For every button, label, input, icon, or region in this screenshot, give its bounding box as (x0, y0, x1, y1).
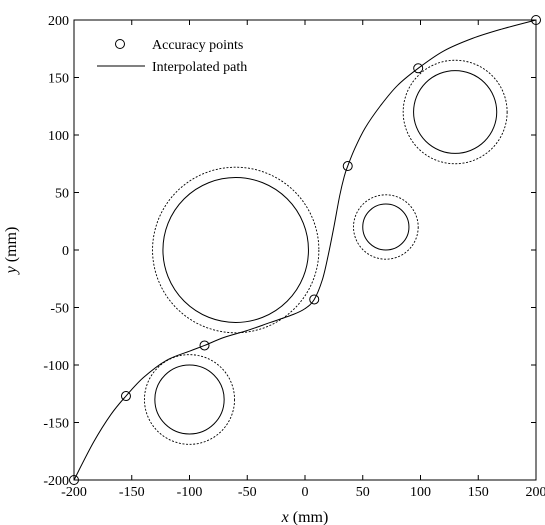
x-tick-label: -150 (119, 485, 145, 500)
x-tick-label: 200 (526, 485, 545, 500)
x-tick-label: -200 (61, 485, 87, 500)
plot-frame (73, 19, 537, 481)
y-tick-label: 200 (48, 14, 69, 29)
x-axis-ticks: -200 -150 -100 -50 0 50 100 150 200 (61, 20, 545, 500)
x-axis-label-unit: (mm) (289, 509, 329, 525)
legend: Accuracy points Interpolated path (97, 38, 247, 75)
x-axis-label: x (mm) (281, 509, 329, 525)
y-tick-label: 150 (48, 72, 69, 87)
accuracy-point (309, 294, 320, 305)
legend-label-accuracy: Accuracy points (152, 38, 243, 53)
y-tick-label: -150 (43, 417, 69, 432)
accuracy-point (342, 161, 353, 172)
y-axis-label-unit: (mm) (3, 227, 20, 267)
y-axis-ticks: -200 -150 -100 -50 0 50 100 150 200 (43, 14, 536, 489)
obstacle-circle (154, 364, 225, 435)
y-axis-label-var: y (3, 265, 20, 275)
legend-label-path: Interpolated path (152, 60, 247, 75)
obstacle-clearance-circle (144, 354, 235, 445)
interpolated-path-line (73, 19, 537, 481)
obstacle-circle (413, 70, 498, 154)
x-tick-label: -50 (238, 485, 257, 500)
x-tick-label: 50 (356, 485, 370, 500)
y-tick-label: 50 (55, 187, 69, 202)
accuracy-point (120, 391, 131, 402)
y-tick-label: -100 (43, 359, 69, 374)
y-axis-label: y (mm) (3, 227, 20, 276)
y-tick-label: -50 (50, 302, 69, 317)
legend-marker-accuracy (115, 39, 125, 49)
y-tick-label: 0 (62, 244, 69, 259)
x-tick-label: -100 (177, 485, 203, 500)
x-tick-label: 150 (468, 485, 489, 500)
obstacle-clearance-circle (152, 166, 320, 334)
accuracy-point (199, 340, 210, 351)
x-axis-label-var: x (281, 509, 289, 525)
plot-area (69, 15, 541, 485)
obstacle-circle (362, 203, 410, 251)
y-tick-label: 100 (48, 129, 69, 144)
obstacle-circle (162, 177, 309, 323)
y-tick-label: -200 (43, 474, 69, 489)
accuracy-point (413, 63, 424, 74)
obstacle-clearance-circle (353, 194, 419, 260)
obstacle-clearance-circle (402, 59, 508, 165)
x-tick-label: 0 (302, 485, 309, 500)
x-tick-label: 100 (410, 485, 431, 500)
